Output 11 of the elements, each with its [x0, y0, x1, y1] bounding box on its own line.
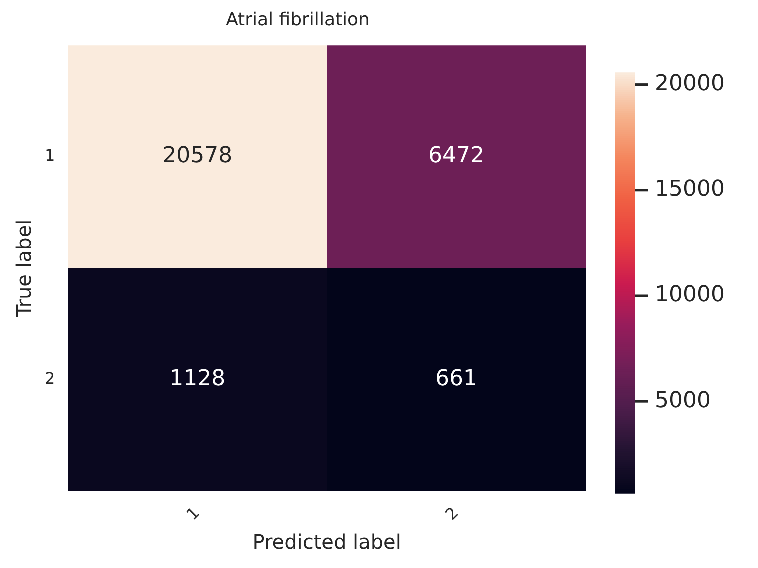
color-bar-label: 15000	[655, 177, 725, 202]
x-axis-title: Predicted label	[252, 530, 402, 554]
data-label: 6472	[428, 144, 485, 169]
color-bar-label: 10000	[655, 282, 725, 308]
data-label: 1128	[170, 366, 226, 392]
data-label: 20578	[162, 144, 233, 169]
chart-title: Atrial fibrillation	[226, 9, 370, 30]
data-label: 661	[436, 366, 478, 392]
y-axis-title: True label	[12, 220, 36, 318]
color-bar-label: 20000	[655, 72, 725, 97]
color-bar-label: 5000	[655, 388, 711, 414]
